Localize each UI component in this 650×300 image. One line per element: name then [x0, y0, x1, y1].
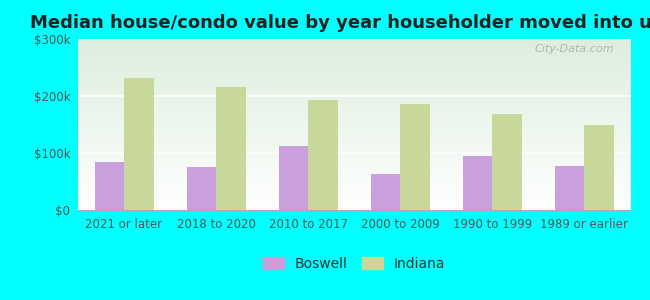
- Bar: [555, 166, 584, 210]
- Bar: [216, 88, 246, 210]
- Bar: [187, 167, 216, 210]
- Bar: [400, 104, 430, 210]
- Bar: [584, 124, 614, 210]
- Bar: [124, 78, 153, 210]
- Text: City-Data.com: City-Data.com: [534, 44, 614, 54]
- Bar: [95, 161, 124, 210]
- Bar: [493, 114, 522, 210]
- Legend: Boswell, Indiana: Boswell, Indiana: [259, 253, 450, 275]
- Bar: [463, 156, 493, 210]
- Bar: [370, 174, 400, 210]
- Title: Median house/condo value by year householder moved into unit: Median house/condo value by year househo…: [29, 14, 650, 32]
- Bar: [279, 146, 308, 210]
- Bar: [308, 100, 338, 210]
